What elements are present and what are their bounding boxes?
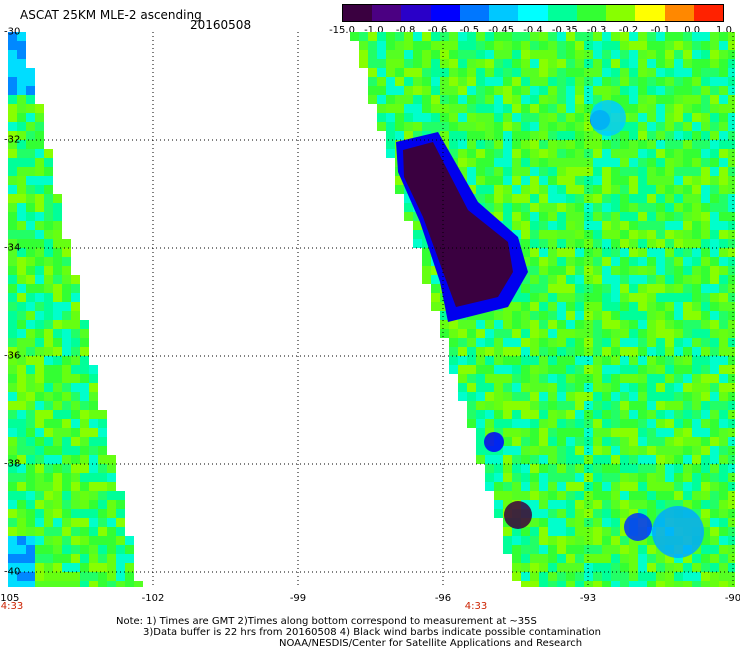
color-swatch: [576, 5, 607, 21]
lat-tick-label: -32: [4, 134, 21, 146]
color-swatch: [518, 5, 548, 21]
color-swatch: [489, 5, 519, 21]
footnote: Note: 1) Times are GMT 2)Times along bot…: [116, 616, 601, 649]
lon-tick-label: -90: [724, 593, 740, 604]
lon-tick-label: -96: [434, 593, 452, 604]
map-date: 20160508: [190, 18, 252, 32]
color-swatch: [343, 5, 373, 21]
color-scale-label: -0.5: [459, 25, 480, 36]
swath-map: [8, 32, 735, 587]
color-scale-label: -1.0: [364, 25, 384, 36]
lat-tick-label: -30: [4, 26, 21, 38]
color-scale-label: -0.6: [427, 25, 448, 36]
color-scale-label: -0.1: [650, 25, 671, 36]
lat-tick-label: -38: [4, 458, 21, 470]
color-swatch: [606, 5, 636, 21]
footnote-line-2: 3)Data buffer is 22 hrs from 20160508 4)…: [143, 627, 601, 638]
lat-tick-label: -36: [4, 350, 21, 362]
color-scale-label: -0.35: [551, 25, 578, 36]
color-scale-label: -0.45: [488, 25, 515, 36]
time-label-right: 4:33: [464, 601, 488, 612]
color-scale-label: 0.0: [684, 25, 701, 36]
color-scale-label: -0.2: [618, 25, 639, 36]
time-label-left: 4:33: [0, 601, 24, 612]
color-swatch: [401, 5, 431, 21]
lon-tick-label: -102: [141, 593, 165, 604]
color-swatch: [635, 5, 665, 21]
color-scale-bar: [342, 4, 724, 22]
color-scale-labels: -15.0 -1.0 -0.8 -0.6 -0.5 -0.45 -0.4 -0.35 -0.3-…: [329, 25, 740, 39]
color-swatch: [664, 5, 694, 21]
color-scale-label: -0.4: [523, 25, 543, 36]
footnote-line-1: Note: 1) Times are GMT 2)Times along bot…: [116, 616, 537, 627]
color-swatch: [372, 5, 402, 21]
lat-tick-label: -40: [4, 566, 21, 578]
footnote-line-3: NOAA/NESDIS/Center for Satellite Applica…: [279, 638, 583, 649]
color-swatch: [693, 5, 724, 21]
lon-tick-label: -105: [0, 593, 20, 604]
color-swatch: [547, 5, 577, 21]
color-scale-label: -0.3: [586, 25, 607, 36]
lon-tick-label: -93: [579, 593, 597, 604]
color-scale-label: -0.8: [395, 25, 416, 36]
lon-tick-label: -99: [289, 593, 307, 604]
color-scale-label: -15.0: [329, 25, 355, 36]
color-swatch: [459, 5, 490, 21]
color-swatch: [430, 5, 460, 21]
color-scale-label: 1.0: [716, 25, 732, 36]
lat-tick-label: -34: [4, 242, 21, 254]
map-title: ASCAT 25KM MLE-2 ascending: [20, 8, 202, 22]
